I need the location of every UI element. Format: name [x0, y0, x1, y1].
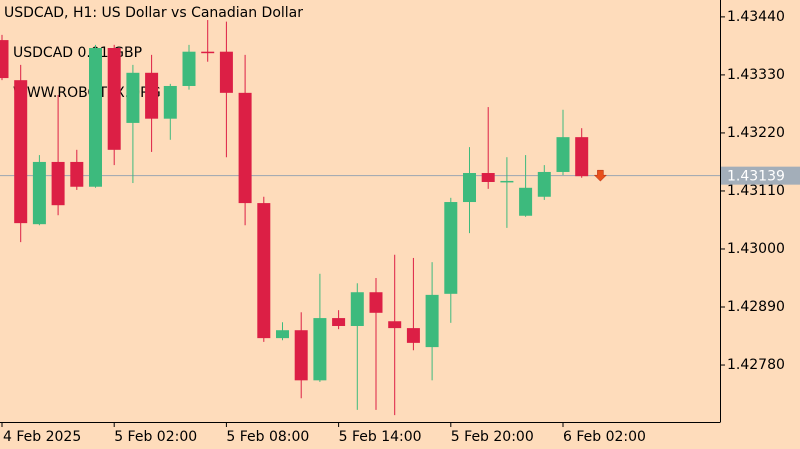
candle-body — [51, 161, 65, 206]
candle-body — [350, 292, 364, 326]
candle-body — [14, 80, 28, 224]
candle-body — [238, 92, 252, 204]
candle-body — [257, 203, 271, 339]
x-tick-label: 6 Feb 02:00 — [563, 429, 646, 445]
y-tick-label: 1.43440 — [727, 9, 785, 25]
candle-body — [182, 51, 196, 86]
candle-body — [294, 330, 308, 381]
x-tick-label: 5 Feb 14:00 — [339, 429, 422, 445]
y-tick-label: 1.42780 — [727, 357, 785, 373]
signal-arrow — [593, 169, 608, 182]
y-tick-label: 1.43110 — [727, 183, 785, 199]
candle-body — [388, 321, 402, 329]
chart-title: USDCAD, H1: US Dollar vs Canadian Dollar — [4, 5, 303, 21]
price-label-box — [721, 166, 800, 185]
candle-body — [313, 318, 327, 381]
candle-body — [500, 180, 514, 183]
y-tick-label: 1.43330 — [727, 67, 785, 83]
candle-body — [575, 137, 589, 177]
candle-body — [369, 292, 383, 313]
price-label: 1.43139 — [727, 169, 785, 185]
y-tick-label: 1.42890 — [727, 299, 785, 315]
candle-body — [425, 294, 439, 348]
annotation: WWW.ROBOTFX.ORG — [13, 85, 161, 101]
x-tick-label: 5 Feb 20:00 — [451, 429, 534, 445]
candle-body — [163, 85, 177, 119]
candle-body — [219, 51, 233, 93]
candle-body — [201, 51, 215, 54]
candle-body — [107, 48, 121, 150]
x-tick-label: 4 Feb 2025 — [3, 429, 81, 445]
candle-body — [444, 202, 458, 294]
x-tick-label: 5 Feb 08:00 — [226, 429, 309, 445]
candle-body — [70, 161, 84, 187]
candle-body — [145, 72, 159, 119]
candle-body — [126, 72, 140, 123]
candle-body — [556, 137, 570, 172]
x-tick-label: 5 Feb 02:00 — [114, 429, 197, 445]
candle-body — [276, 330, 289, 339]
candle-body — [463, 173, 476, 203]
candle-body — [537, 171, 551, 197]
candle-body — [519, 187, 533, 216]
annotation: USDCAD 0.01 GBP — [13, 45, 142, 61]
y-tick-label: 1.43220 — [727, 125, 785, 141]
candle-body — [32, 161, 46, 225]
candle-body — [481, 173, 495, 182]
candle-body — [406, 328, 420, 343]
candle-body — [0, 40, 9, 79]
y-tick-label: 1.43000 — [727, 241, 785, 257]
candle-body — [332, 318, 346, 326]
candle-body — [89, 48, 102, 187]
